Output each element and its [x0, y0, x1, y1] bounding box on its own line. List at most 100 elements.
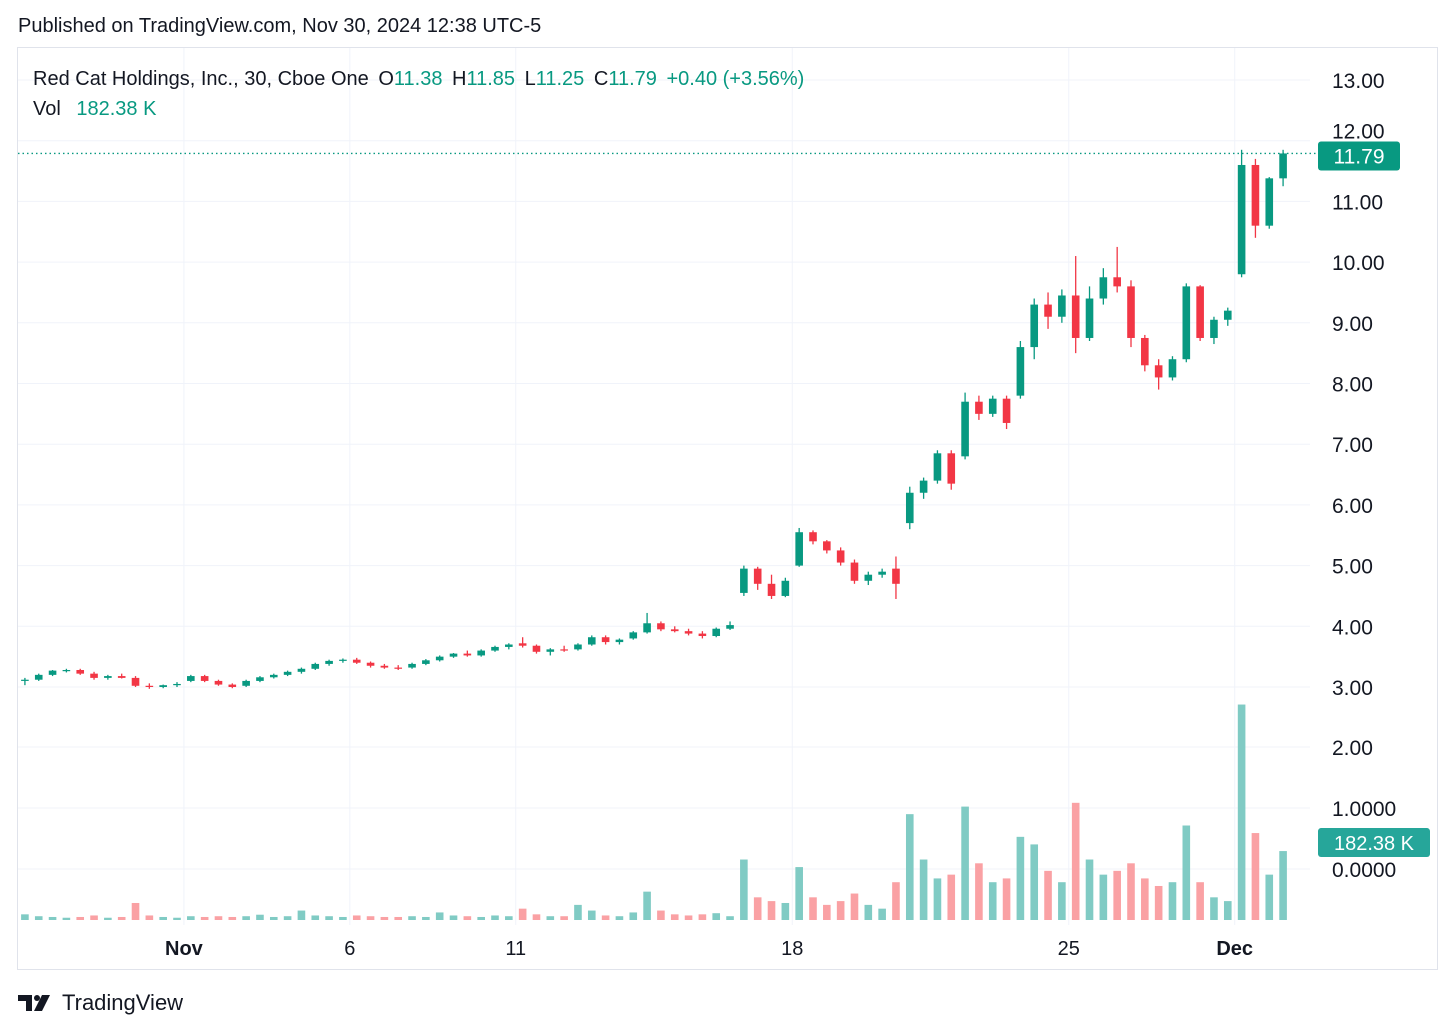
candle-body[interactable] [643, 623, 651, 633]
volume-bar[interactable] [491, 915, 499, 920]
volume-bar[interactable] [1237, 704, 1246, 920]
volume-bar[interactable] [1071, 802, 1080, 920]
candle-body[interactable] [311, 663, 320, 669]
volume-bar[interactable] [435, 912, 444, 920]
volume-bar[interactable] [684, 915, 693, 920]
volume-bar[interactable] [1210, 897, 1218, 920]
volume-bar[interactable] [726, 916, 734, 920]
volume-bar[interactable] [463, 916, 472, 920]
volume-bar[interactable] [380, 916, 389, 920]
volume-bar[interactable] [408, 916, 416, 920]
volume-bar[interactable] [228, 916, 237, 920]
tradingview-logo[interactable]: TradingView [18, 990, 183, 1016]
volume-bar[interactable] [1279, 851, 1287, 920]
volume-bar[interactable] [339, 916, 347, 920]
candle-body[interactable] [435, 656, 444, 661]
candle-body[interactable] [740, 568, 748, 593]
candle-body[interactable] [173, 683, 181, 686]
volume-bar[interactable] [919, 859, 928, 920]
volume-bar[interactable] [34, 916, 43, 920]
candle-body[interactable] [297, 668, 306, 672]
volume-bar[interactable] [173, 917, 181, 920]
volume-bar[interactable] [892, 882, 900, 920]
candle-body[interactable] [491, 646, 499, 651]
candle-body[interactable] [878, 571, 886, 575]
candle-body[interactable] [795, 532, 803, 566]
candle-body[interactable] [131, 677, 140, 686]
volume-bar[interactable] [850, 893, 859, 920]
volume-bar[interactable] [62, 917, 71, 920]
candle-body[interactable] [1210, 319, 1218, 338]
candle-body[interactable] [1196, 286, 1204, 338]
volume-bar[interactable] [905, 814, 914, 920]
candle-body[interactable] [1251, 164, 1260, 226]
candle-body[interactable] [34, 674, 43, 680]
volume-bar[interactable] [1154, 885, 1163, 920]
candle-body[interactable] [1002, 398, 1011, 423]
volume-bar[interactable] [1113, 870, 1121, 920]
candle-body[interactable] [546, 649, 555, 652]
candle-body[interactable] [1085, 298, 1094, 338]
volume-bar[interactable] [214, 916, 223, 920]
candle-body[interactable] [1113, 277, 1121, 287]
volume-bar[interactable] [90, 915, 98, 920]
candle-body[interactable] [587, 637, 596, 645]
volume-bar[interactable] [753, 897, 762, 920]
volume-bar[interactable] [615, 916, 624, 920]
volume-bar[interactable] [712, 913, 721, 920]
candle-body[interactable] [352, 659, 361, 663]
candle-body[interactable] [670, 629, 679, 632]
volume-bar[interactable] [1002, 878, 1011, 920]
candle-body[interactable] [836, 550, 845, 563]
volume-bar[interactable] [1127, 863, 1135, 920]
volume-bar[interactable] [1265, 874, 1274, 920]
volume-bar[interactable] [242, 916, 250, 920]
candle-body[interactable] [1044, 304, 1052, 317]
candle-body[interactable] [62, 670, 71, 672]
volume-bar[interactable] [670, 914, 679, 920]
candle-body[interactable] [1058, 295, 1066, 317]
volume-bar[interactable] [325, 916, 333, 920]
candle-body[interactable] [187, 676, 195, 681]
candle-body[interactable] [408, 663, 416, 668]
volume-bar[interactable] [1182, 825, 1191, 921]
volume-bar[interactable] [809, 897, 817, 920]
candle-body[interactable] [1030, 304, 1039, 348]
candle-body[interactable] [1237, 164, 1246, 275]
candle-body[interactable] [242, 680, 250, 686]
volume-bar[interactable] [532, 914, 541, 920]
volume-bar[interactable] [477, 916, 485, 920]
volume-bar[interactable] [933, 878, 942, 920]
volume-bar[interactable] [823, 904, 831, 920]
candle-body[interactable] [48, 670, 57, 675]
candle-body[interactable] [1071, 295, 1080, 338]
volume-bar[interactable] [1085, 859, 1094, 920]
volume-bar[interactable] [878, 908, 886, 920]
candle-body[interactable] [1279, 153, 1287, 179]
candle-body[interactable] [449, 653, 458, 657]
candle-body[interactable] [1127, 286, 1135, 338]
candle-body[interactable] [145, 685, 154, 687]
candle-body[interactable] [532, 645, 541, 652]
candle-body[interactable] [394, 667, 403, 669]
candle-body[interactable] [919, 480, 928, 493]
volume-bar[interactable] [947, 874, 956, 920]
candle-body[interactable] [159, 685, 167, 687]
volume-bar[interactable] [795, 867, 803, 920]
volume-bar[interactable] [574, 904, 582, 920]
volume-bar[interactable] [1058, 882, 1066, 920]
candle-body[interactable] [283, 671, 292, 675]
candle-body[interactable] [214, 680, 223, 685]
candle-body[interactable] [325, 660, 333, 664]
candle-body[interactable] [228, 684, 237, 687]
candle-body[interactable] [574, 644, 582, 650]
volume-bar[interactable] [560, 916, 568, 920]
candle-body[interactable] [1168, 359, 1177, 378]
volume-bar[interactable] [145, 915, 154, 920]
candle-body[interactable] [422, 660, 430, 664]
volume-bar[interactable] [366, 916, 375, 920]
volume-bar[interactable] [657, 910, 665, 920]
volume-bar[interactable] [283, 916, 292, 920]
candle-body[interactable] [988, 398, 997, 414]
candle-body[interactable] [380, 665, 389, 668]
